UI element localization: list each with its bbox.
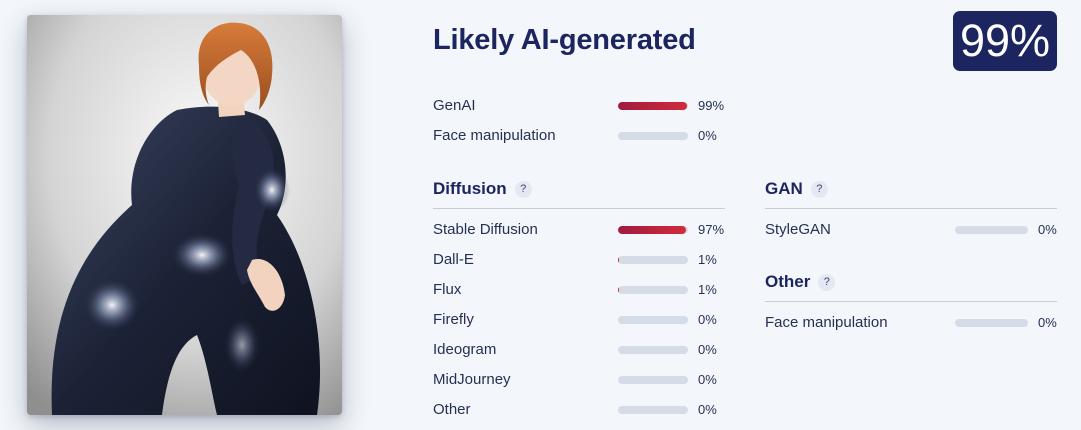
other-help-icon[interactable]: ? (818, 274, 836, 291)
probability-bar-fill (618, 286, 619, 294)
probability-bar-fill (618, 226, 686, 234)
probability-bar (955, 319, 1028, 327)
score-badge: 99% (953, 11, 1057, 71)
probability-bar (618, 226, 688, 234)
other-row-face-manipulation: Face manipulation 0% (765, 313, 1057, 333)
diffusion-divider (433, 208, 725, 209)
probability-value: 0% (698, 128, 717, 143)
section-title-text: GAN (765, 179, 803, 198)
gan-divider (765, 208, 1057, 209)
detector-label: Ideogram (433, 341, 497, 358)
diffusion-row-dall-e: Dall-E 1% (433, 250, 725, 270)
probability-value: 0% (1038, 315, 1057, 330)
other-divider (765, 301, 1057, 302)
diffusion-section-title: Diffusion? (433, 178, 532, 200)
detector-label: Face manipulation (765, 314, 888, 331)
detector-label: MidJourney (433, 371, 511, 388)
probability-value: 0% (698, 342, 717, 357)
probability-value: 0% (1038, 222, 1057, 237)
diffusion-row-ideogram: Ideogram 0% (433, 340, 725, 360)
diffusion-help-icon[interactable]: ? (514, 181, 532, 198)
analyzed-image (27, 15, 342, 415)
probability-bar (618, 102, 688, 110)
diffusion-row-midjourney: MidJourney 0% (433, 370, 725, 390)
probability-value: 0% (698, 402, 717, 417)
detector-label: Flux (433, 281, 462, 298)
probability-bar (618, 406, 688, 414)
detector-label: Other (433, 401, 471, 418)
probability-value: 1% (698, 252, 717, 267)
summary-label: Face manipulation (433, 127, 556, 144)
other-section-title: Other? (765, 271, 836, 293)
diffusion-row-firefly: Firefly 0% (433, 310, 725, 330)
probability-bar (618, 132, 688, 140)
gan-section-title: GAN? (765, 178, 828, 200)
section-title-text: Diffusion (433, 179, 507, 198)
probability-bar (618, 256, 688, 264)
detector-label: Dall-E (433, 251, 474, 268)
probability-bar (618, 346, 688, 354)
detector-label: StyleGAN (765, 221, 831, 238)
detector-label: Firefly (433, 311, 474, 328)
probability-bar (955, 226, 1028, 234)
probability-value: 97% (698, 222, 725, 237)
summary-label: GenAI (433, 97, 476, 114)
verdict-title: Likely AI-generated (433, 24, 696, 56)
probability-value: 0% (698, 312, 717, 327)
probability-bar (618, 376, 688, 384)
analyzed-image-illustration (27, 15, 342, 415)
diffusion-row-stable-diffusion: Stable Diffusion 97% (433, 220, 725, 240)
probability-bar-fill (618, 256, 619, 264)
probability-value: 99% (698, 98, 725, 113)
probability-value: 1% (698, 282, 717, 297)
probability-bar-fill (618, 102, 688, 110)
probability-bar (618, 316, 688, 324)
probability-value: 0% (698, 372, 717, 387)
section-title-text: Other (765, 272, 811, 291)
gan-help-icon[interactable]: ? (810, 181, 828, 198)
diffusion-row-flux: Flux 1% (433, 280, 725, 300)
probability-bar (618, 286, 688, 294)
diffusion-row-other: Other 0% (433, 400, 725, 420)
summary-row-face-manipulation: Face manipulation 0% (433, 126, 725, 146)
summary-row-genai: GenAI 99% (433, 96, 725, 116)
gan-row-stylegan: StyleGAN 0% (765, 220, 1057, 240)
detector-label: Stable Diffusion (433, 221, 538, 238)
